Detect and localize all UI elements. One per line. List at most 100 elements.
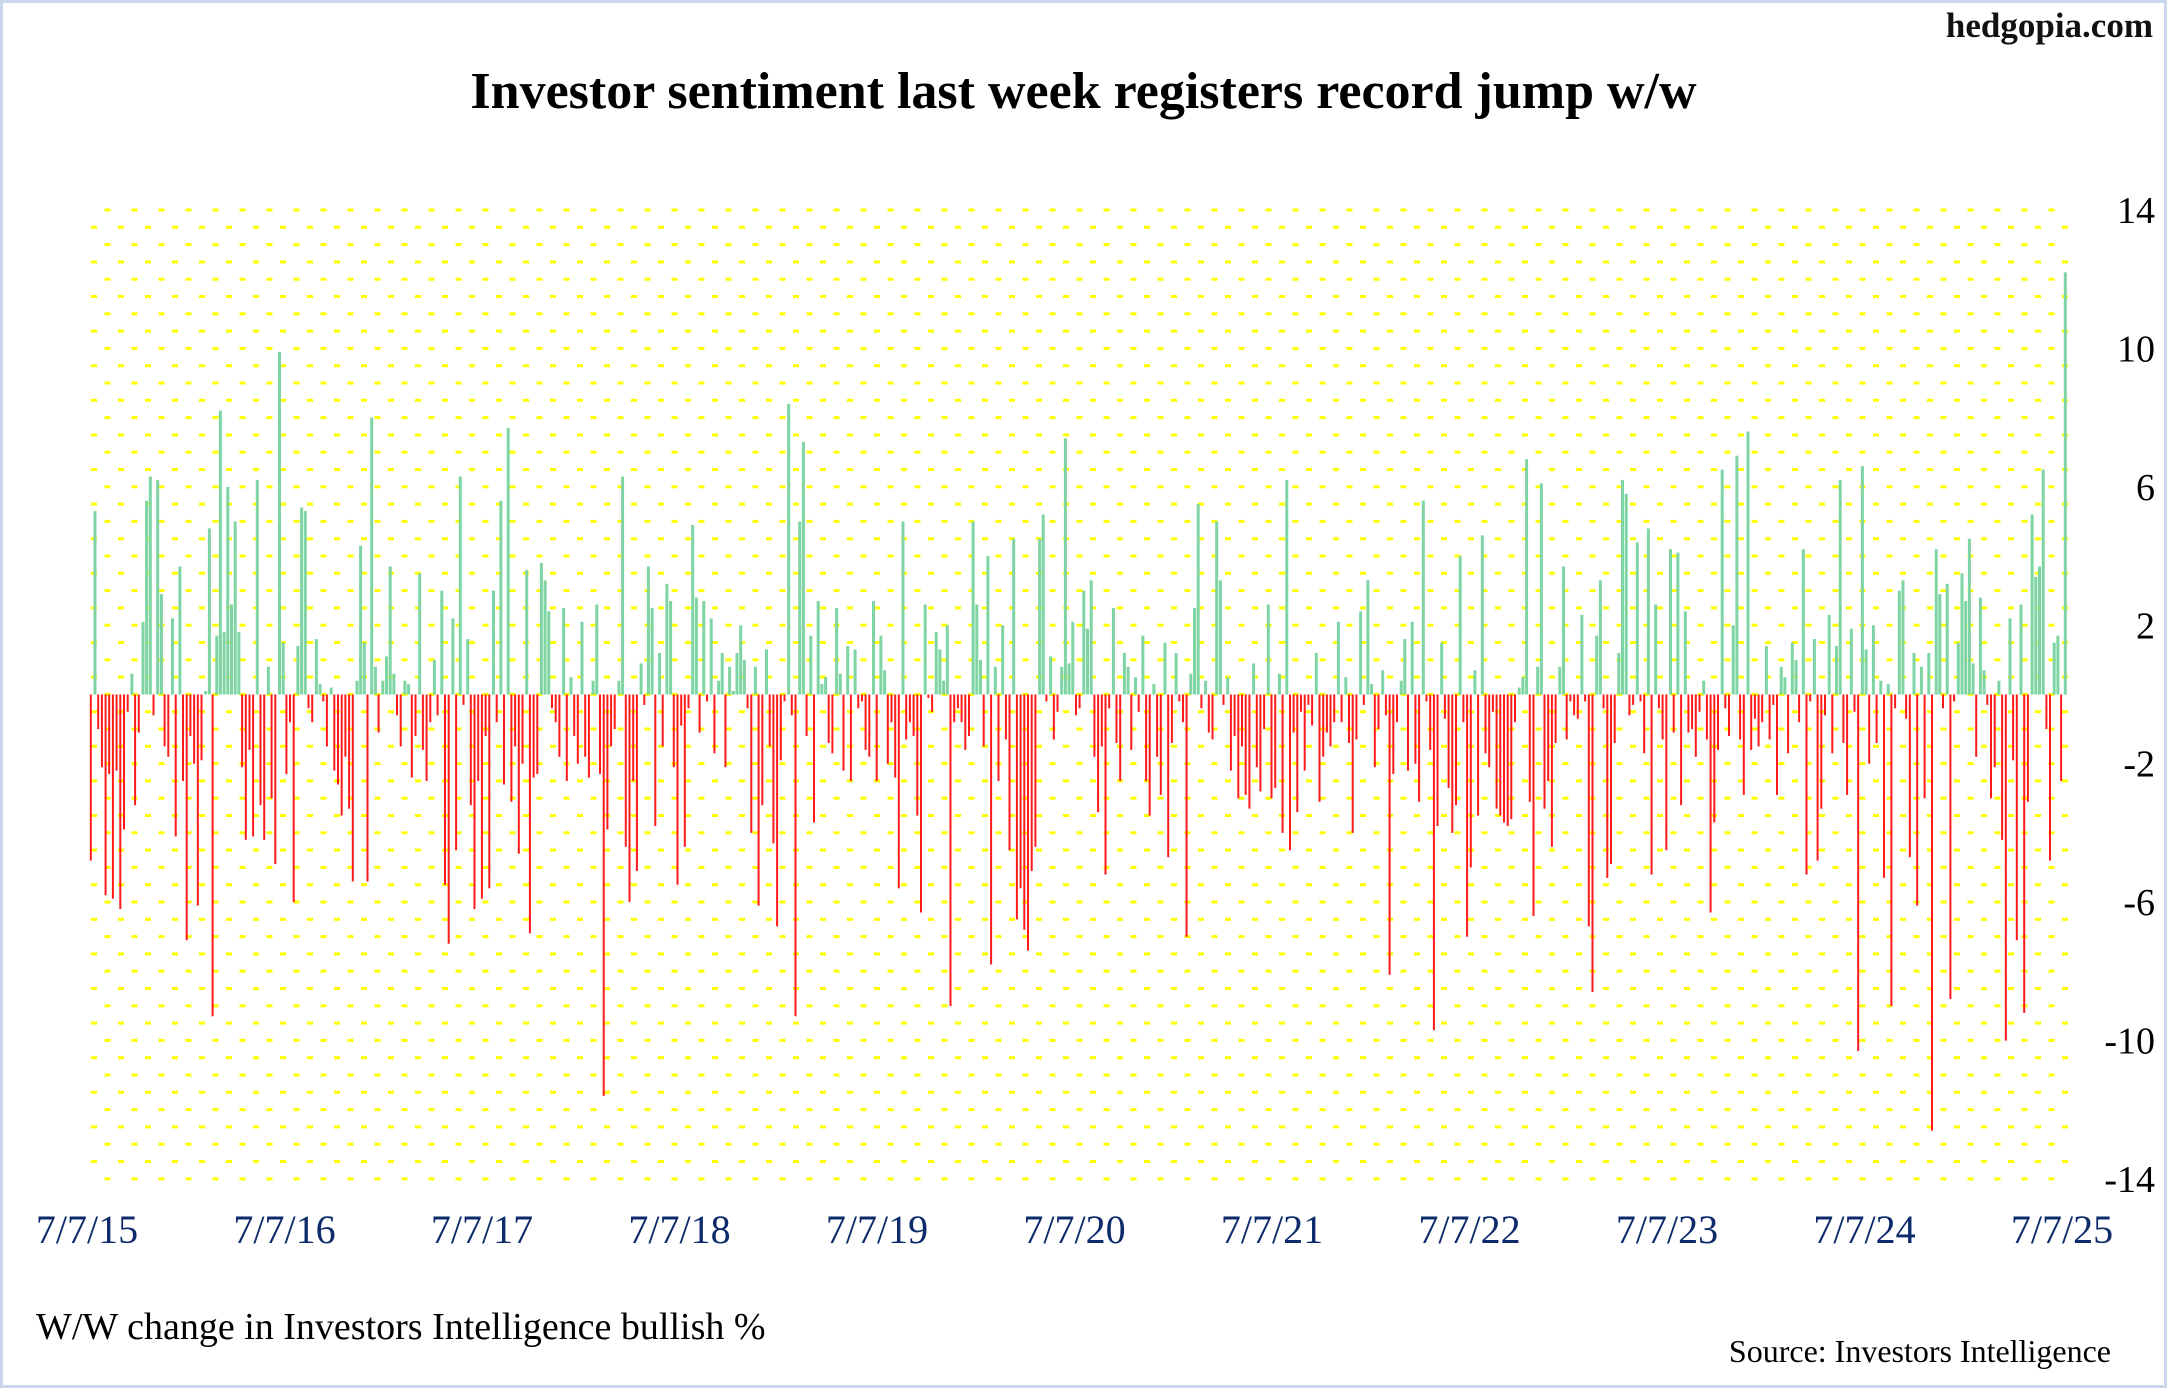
bar [724, 694, 727, 768]
bar [562, 608, 566, 695]
bar [2056, 635, 2060, 695]
bar [639, 663, 643, 695]
bar [1801, 549, 1805, 695]
bar [226, 486, 230, 695]
bar [145, 500, 149, 695]
bar [1455, 694, 1457, 806]
bar [510, 694, 513, 802]
bar [1576, 694, 1579, 719]
bar [1458, 556, 1462, 695]
bar [1886, 684, 1890, 695]
bar [1196, 504, 1200, 695]
bar [1503, 694, 1505, 823]
bar [1104, 694, 1107, 875]
bar [495, 694, 498, 723]
bar [196, 694, 199, 906]
bar [1953, 694, 1956, 702]
bar [337, 694, 339, 785]
bar [414, 694, 417, 736]
bar [1418, 694, 1421, 802]
bar [1565, 694, 1568, 740]
bar [1314, 653, 1318, 695]
bar [1894, 694, 1897, 709]
bar [1466, 694, 1469, 937]
bar [728, 666, 732, 695]
bar [1019, 694, 1022, 889]
bar [1558, 666, 1562, 695]
bar [1849, 628, 1853, 695]
bar [617, 680, 621, 695]
bar [824, 677, 828, 695]
bar [1049, 656, 1053, 695]
bar [1967, 538, 1971, 695]
y-tick-label: 14 [2117, 190, 2155, 232]
bar [421, 694, 424, 750]
bar [1613, 694, 1616, 743]
bar [1650, 694, 1653, 875]
bar [742, 659, 746, 695]
bar [750, 694, 753, 833]
bar [565, 694, 568, 781]
bar [2015, 694, 2018, 941]
bar [1680, 694, 1683, 806]
bar [1451, 694, 1454, 833]
bar [418, 573, 422, 695]
bar [1587, 694, 1590, 927]
bar [779, 694, 782, 761]
bar [285, 694, 288, 775]
bar [1137, 694, 1140, 712]
bar [938, 649, 942, 695]
bar [610, 694, 613, 747]
bar [1443, 694, 1446, 719]
bar [1875, 694, 1878, 743]
bar [1462, 694, 1465, 723]
bar [392, 673, 396, 695]
bar [1532, 694, 1535, 916]
bar [1229, 694, 1232, 771]
bar [377, 694, 380, 733]
bar [1067, 663, 1071, 695]
site-watermark: hedgopia.com [1945, 6, 2153, 45]
bar [1222, 694, 1225, 705]
bar [1657, 694, 1660, 709]
bar [1266, 604, 1270, 695]
bar [259, 694, 262, 806]
bar [1167, 694, 1170, 858]
bar [93, 511, 97, 695]
bar [1336, 621, 1340, 695]
bar [934, 632, 938, 695]
bar [156, 479, 160, 695]
bar [2045, 694, 2048, 730]
bar [1226, 677, 1230, 695]
bar [455, 694, 458, 851]
x-tick-label: 7/7/24 [1813, 1207, 1915, 1252]
x-tick-label: 7/7/19 [826, 1207, 928, 1252]
bar [351, 694, 354, 882]
bar [440, 590, 444, 695]
bar [971, 521, 975, 695]
bar [661, 694, 664, 747]
y-tick-label: -2 [2123, 744, 2155, 786]
y-tick-label: -10 [2104, 1021, 2155, 1063]
bar [1384, 694, 1387, 716]
bar [1997, 680, 2001, 695]
bar [1908, 694, 1911, 858]
bar [488, 694, 491, 889]
bar [399, 694, 402, 747]
bar [1377, 694, 1380, 730]
bar [842, 694, 845, 771]
bar [480, 694, 483, 899]
bar [1768, 694, 1771, 740]
bar [2052, 642, 2056, 695]
bar [1639, 694, 1642, 702]
bar [1189, 673, 1193, 695]
bar [1163, 642, 1167, 695]
bar [1735, 455, 1739, 695]
bar [521, 694, 524, 764]
bar [628, 694, 631, 903]
chart-title: Investor sentiment last week registers r… [470, 63, 1697, 120]
bar [1632, 694, 1635, 705]
bar [1717, 694, 1719, 750]
bar [1683, 611, 1687, 695]
